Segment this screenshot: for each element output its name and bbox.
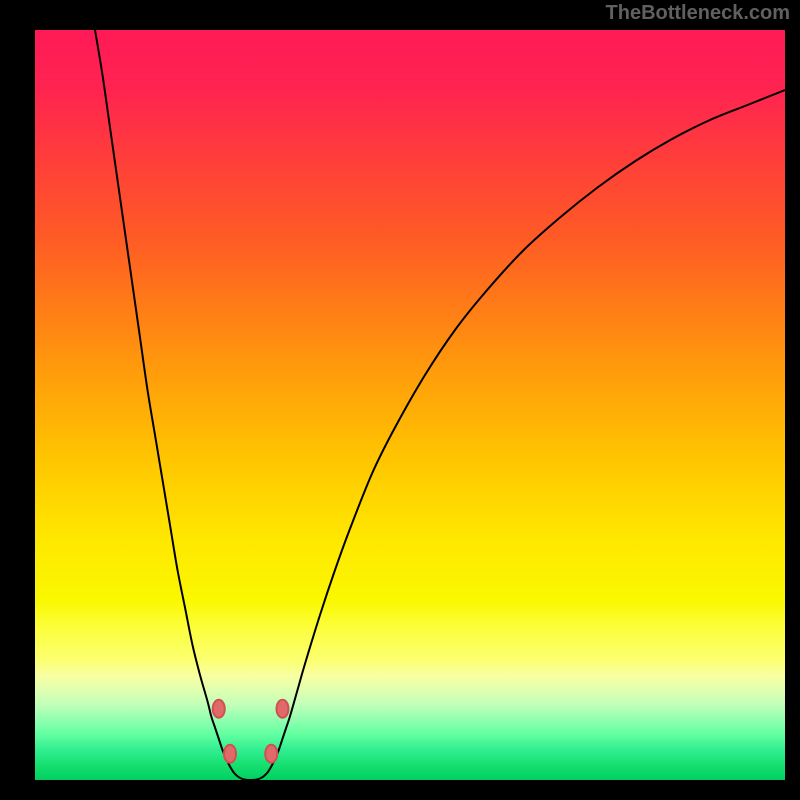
bottleneck-curve bbox=[95, 30, 785, 780]
marker-point bbox=[213, 700, 225, 718]
marker-point bbox=[265, 745, 277, 763]
curve-markers bbox=[213, 700, 289, 763]
marker-point bbox=[224, 745, 236, 763]
chart-plot-area bbox=[35, 30, 785, 780]
marker-point bbox=[277, 700, 289, 718]
watermark-text: TheBottleneck.com bbox=[606, 2, 790, 25]
chart-curves bbox=[35, 30, 785, 780]
